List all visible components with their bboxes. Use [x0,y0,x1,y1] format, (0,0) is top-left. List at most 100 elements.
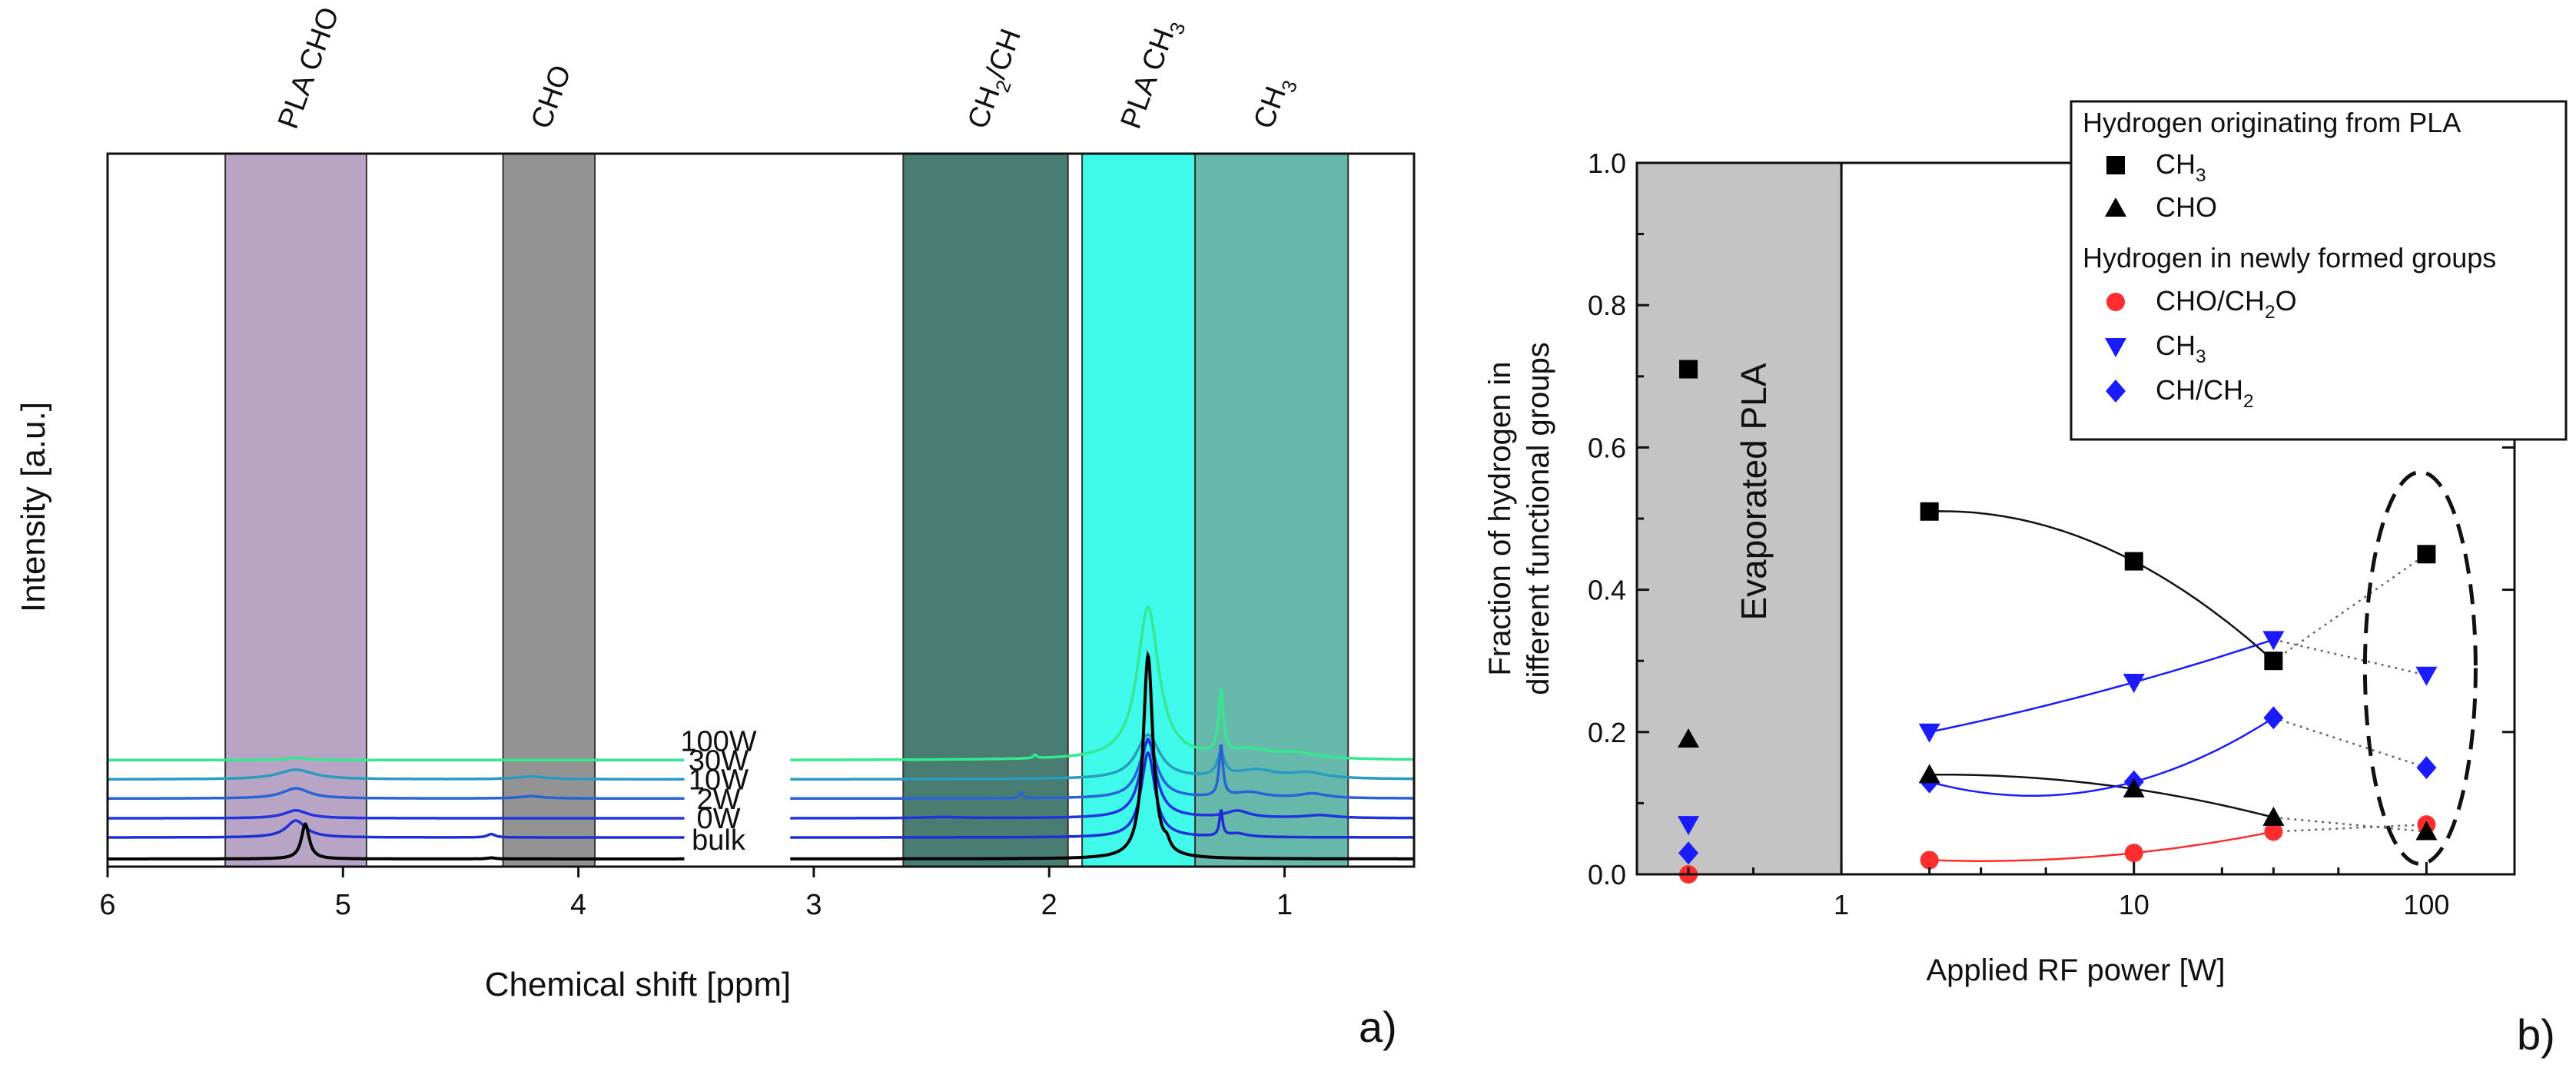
y-axis-title-a: Intensity [a.u.] [15,402,52,612]
x-axis-title-a: Chemical shift [ppm] [485,966,792,1003]
y-tick-label-b: 0.0 [1588,859,1626,890]
x-tick-label-b: 1 [1834,889,1849,920]
data-point-cho-pla-3 [2262,806,2285,826]
nmr-spectra-panel: PLA CHO CHO CH2/CH PLA CH3 CH3 100W 30W 10W 2W 0W… [15,3,1416,1051]
region-label-3: PLA CH3 [1115,14,1190,135]
fit-curve-ch3-pla [1929,510,2275,662]
x-tick-label-a: 2 [1041,889,1057,921]
dotted-connector-ch-ch2 [2272,717,2427,769]
spectrum-30w-line-0 [108,768,685,781]
spectrum-bulk-line-1 [790,650,1414,860]
spectrum-10w-line-0 [108,787,685,801]
spectrum-2w-line-0 [108,809,685,820]
plot-frame-a [106,152,1416,868]
data-point-ch3-new-0 [1678,816,1700,836]
spectrum-label-2w: 2W [697,784,741,816]
spectrum-label-0w: 0W [697,803,741,835]
data-point-cho-pla-1 [1918,764,1940,784]
legend-marker-cho-ch2o [2106,293,2125,311]
fit-curve-cho-pla [1929,774,2274,819]
fit-curve-ch3-new [1929,638,2274,734]
dotted-connector-ch3-pla [2272,553,2428,662]
data-point-ch3-new-3 [2262,631,2285,651]
y-tick-label-b: 0.6 [1588,432,1626,463]
dotted-connector-cho-pla [2273,816,2427,833]
evaporated-region [1635,161,1843,876]
spectrum-label-bulk: bulk [692,824,746,857]
spectrum-label-30w: 30W [689,744,749,777]
y-tick-label-b: 0.8 [1588,290,1626,321]
data-point-ch-ch2-0 [1678,841,1699,865]
data-point-cho-pla-2 [2123,778,2145,797]
region-cho [502,153,596,867]
region-label-0: PLA CHO [272,3,346,133]
x-tick-label-b: 10 [2119,889,2149,920]
region-label-1: CHO [525,61,577,133]
data-point-cho-ch2o-1 [1920,851,1939,870]
nmr-spectra-chart: PLA CHO CHO CH2/CH PLA CH3 CH3 100W30W10W2W0W… [15,3,1416,1051]
region-pla-ch3 [1081,153,1197,867]
data-point-cho-pla-4 [2415,821,2438,841]
legend-box [2070,100,2568,441]
data-point-ch3-pla-3 [2264,652,2283,671]
x-tick-label-a: 6 [99,889,115,921]
legend-label-ch3-new: CH3 [2156,330,2206,367]
dotted-connector-cho-ch2o [2273,823,2427,833]
data-point-ch3-new-1 [1918,723,1940,743]
x-tick-label-b: 100 [2403,889,2449,920]
legend-b: Hydrogen originating from PLA Hydrogen in… [2070,100,2568,441]
fit-curve-ch-ch2 [1929,717,2275,797]
spectrum-100w-line-1 [790,605,1414,761]
legend-marker-ch3-new [2105,338,2126,357]
y-tick-label-b: 0.2 [1588,717,1626,748]
x-tick-label-a: 4 [570,889,586,921]
region-pla-cho [224,153,367,867]
spectrum-0w-line-0 [108,819,685,839]
data-point-ch3-pla-1 [1920,502,1939,521]
y-axis-title-b-line1: Fraction of hydrogen in [1483,361,1517,675]
evaporated-label: Evaporated PLA [1734,363,1774,620]
spectrum-10w-line-1 [790,740,1414,800]
panel-label-a: a) [1359,1003,1397,1051]
legend-marker-ch3-pla [2106,156,2125,174]
legend-label-ch-ch2: CH/CH2 [2156,374,2254,412]
y-tick-label-b: 1.0 [1588,148,1626,179]
data-point-ch3-pla-4 [2417,545,2436,564]
x-axis-title-b: Applied RF power [W] [1926,953,2225,987]
spectrum-30w-line-1 [790,733,1414,781]
legend-marker-ch-ch2 [2106,380,2126,403]
data-point-ch3-pla-2 [2124,552,2143,571]
panel-label-b: b) [2517,1010,2555,1059]
spectrum-0w-line-1 [790,751,1414,839]
spectrum-2w-line-1 [790,737,1414,820]
fit-curve-cho-ch2o [1929,831,2274,862]
data-point-cho-ch2o-2 [2124,844,2143,863]
x-tick-label-a: 1 [1276,889,1293,921]
data-point-ch-ch2-3 [2263,706,2284,730]
data-point-ch-ch2-4 [2416,756,2437,780]
legend-group-new: Hydrogen in newly formed groups [2083,242,2496,274]
data-point-ch3-new-2 [2123,673,2145,693]
spectrum-label-10w: 10W [689,764,749,796]
y-tick-label-b: 0.4 [1588,575,1626,606]
region-label-2: CH2/CH [962,25,1034,135]
spectrum-bulk-line-0 [108,822,685,860]
legend-marker-cho-pla [2105,197,2126,217]
hydrogen-fraction-chart: Evaporated PLA 0.0 0.2 0.4 0.6 0.8 1.0 1 10 100 Ap… [1483,100,2568,1059]
hydrogen-fraction-panel: Evaporated PLA 0.0 0.2 0.4 0.6 0.8 1.0 1 10 100 Ap… [1429,0,2576,1081]
data-point-ch3-new-4 [2415,666,2438,686]
highlight-ellipse-100w [2362,469,2478,866]
data-point-ch3-pla-0 [1679,360,1698,379]
spectrum-100w-line-0 [108,756,685,762]
spectrum-label-100w: 100W [680,725,756,758]
legend-group-pla: Hydrogen originating from PLA [2083,107,2461,138]
legend-label-ch3-pla: CH3 [2156,148,2206,186]
legend-label-cho-ch2o: CHO/CH2O [2156,285,2297,323]
region-label-4: CH3 [1248,72,1302,135]
x-tick-label-a: 5 [335,889,351,921]
y-axis-title-b-line2: different functional groups [1522,342,1555,695]
data-point-cho-ch2o-3 [2264,822,2283,841]
x-tick-label-a: 3 [805,889,822,921]
data-point-cho-pla-0 [1678,728,1700,748]
legend-label-cho-pla: CHO [2156,191,2217,223]
